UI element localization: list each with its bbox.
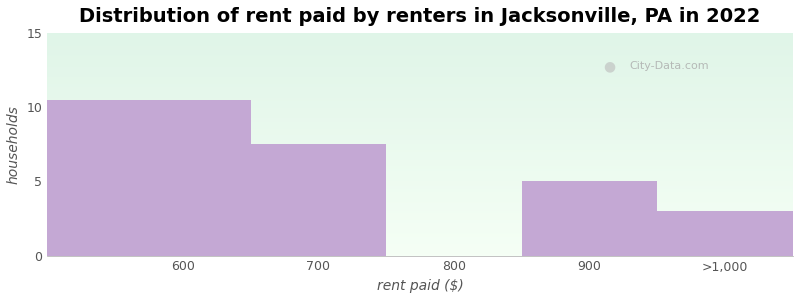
Text: ●: ● [603,59,615,74]
Bar [47,100,250,256]
Bar [250,144,386,256]
Y-axis label: households: households [7,105,21,184]
Title: Distribution of rent paid by renters in Jacksonville, PA in 2022: Distribution of rent paid by renters in … [79,7,761,26]
X-axis label: rent paid ($): rent paid ($) [377,279,463,293]
Text: City-Data.com: City-Data.com [629,61,709,71]
Bar [522,182,658,256]
Bar [658,211,793,256]
